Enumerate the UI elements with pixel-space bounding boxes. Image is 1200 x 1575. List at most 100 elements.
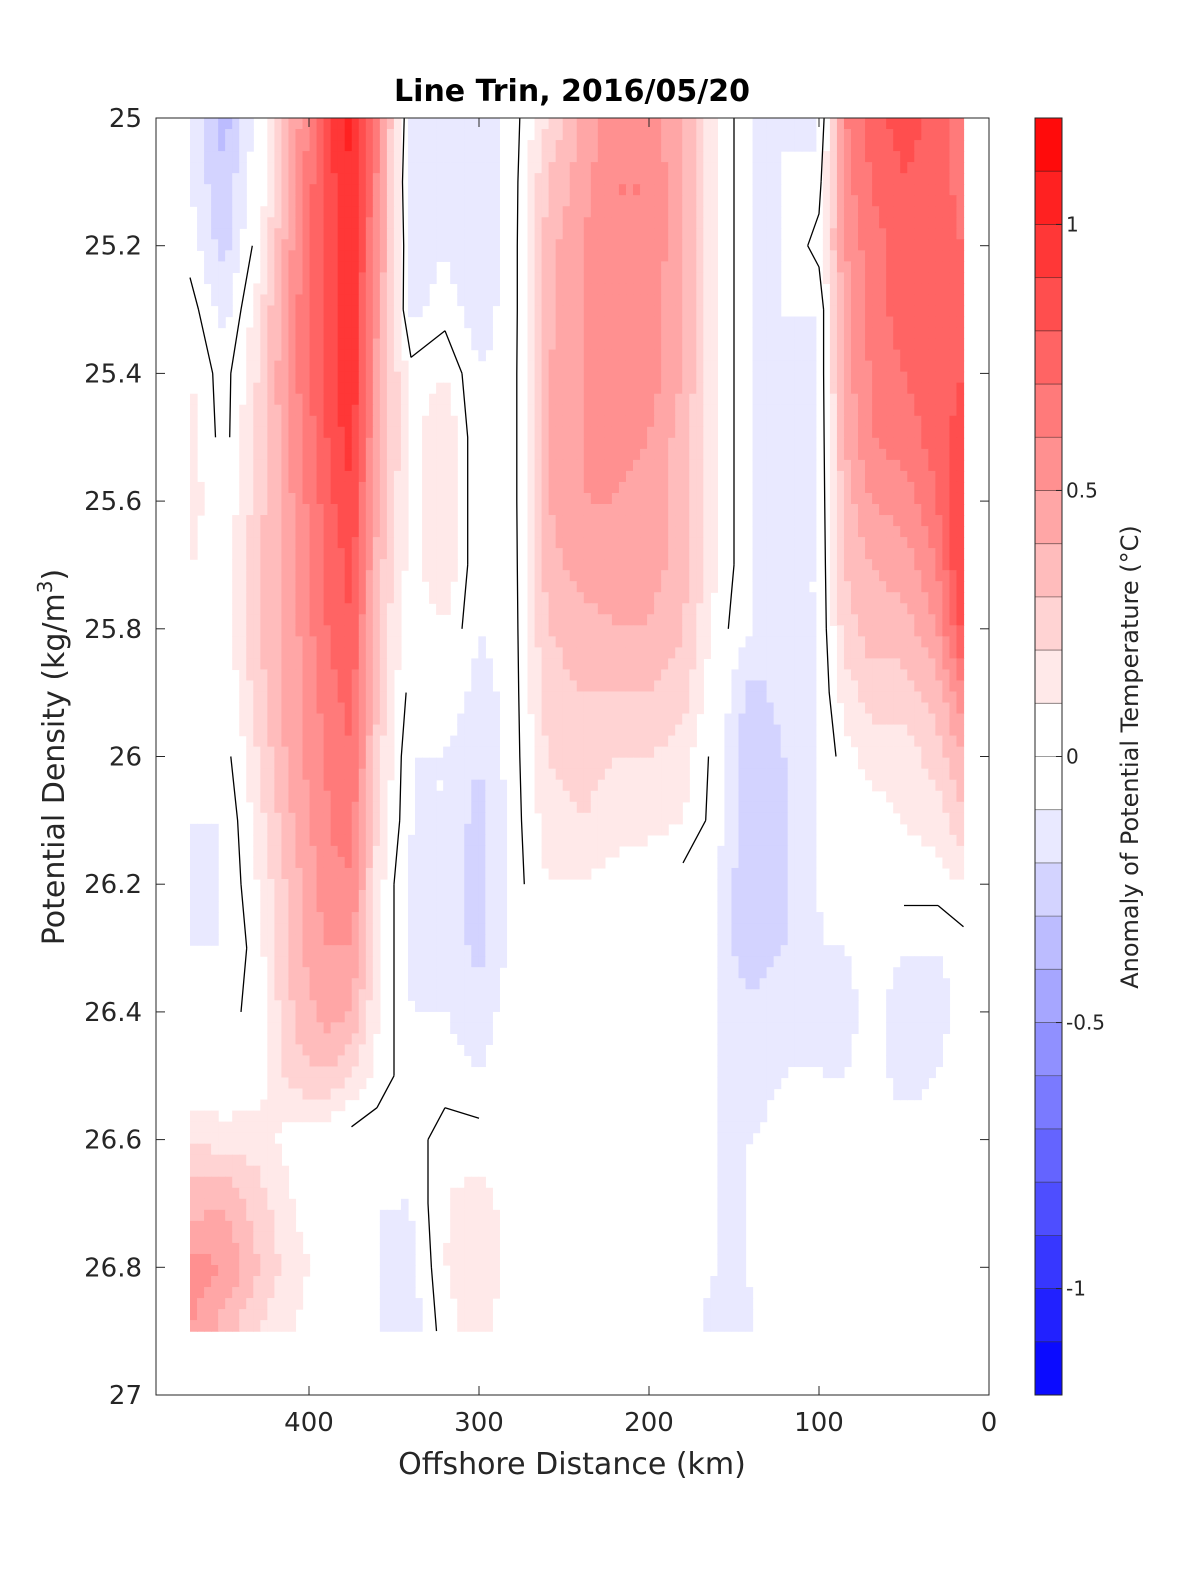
heatmap-cell: [260, 294, 268, 307]
heatmap-cell: [443, 504, 451, 516]
heatmap-cell: [534, 228, 543, 240]
heatmap-cell: [344, 371, 353, 384]
heatmap-cell: [274, 459, 283, 472]
heatmap-cell: [590, 437, 599, 450]
heatmap-cell: [914, 448, 922, 461]
heatmap-cell: [843, 129, 852, 141]
heatmap-cell: [211, 129, 219, 141]
heatmap-cell: [527, 338, 536, 351]
heatmap-cell: [316, 173, 325, 185]
heatmap-cell: [358, 713, 367, 726]
heatmap-cell: [696, 371, 704, 384]
heatmap-cell: [267, 360, 275, 373]
heatmap-cell: [843, 316, 852, 329]
heatmap-cell: [337, 371, 346, 384]
heatmap-cell: [274, 570, 283, 582]
heatmap-cell: [225, 195, 233, 207]
heatmap-cell: [618, 437, 627, 450]
heatmap-cell: [309, 261, 318, 273]
heatmap-cell: [295, 382, 304, 395]
heatmap-cell: [914, 118, 922, 130]
heatmap-cell: [808, 338, 817, 351]
heatmap-cell: [464, 184, 472, 196]
heatmap-cell: [386, 426, 395, 439]
heatmap-cell: [253, 757, 261, 770]
heatmap-cell: [204, 151, 212, 163]
heatmap-cell: [260, 239, 268, 251]
heatmap-cell: [675, 184, 683, 196]
heatmap-cell: [647, 250, 655, 262]
heatmap-cell: [407, 283, 416, 296]
heatmap-cell: [429, 504, 437, 516]
heatmap-cell: [400, 448, 409, 461]
heatmap-cell: [316, 647, 325, 659]
heatmap-cell: [443, 515, 451, 527]
heatmap-cell: [541, 272, 550, 285]
heatmap-cell: [569, 746, 578, 759]
heatmap-cell: [576, 592, 585, 604]
heatmap-cell: [604, 316, 613, 329]
heatmap-cell: [386, 470, 395, 483]
heatmap-cell: [611, 206, 620, 218]
heatmap-cell: [604, 691, 613, 704]
heatmap-cell: [661, 470, 669, 483]
heatmap-cell: [682, 140, 690, 152]
heatmap-cell: [942, 658, 951, 671]
heatmap-cell: [246, 415, 254, 428]
heatmap-cell: [604, 129, 613, 141]
heatmap-cell: [457, 272, 465, 285]
heatmap-cell: [907, 757, 915, 770]
heatmap-cell: [886, 173, 894, 185]
heatmap-cell: [675, 283, 683, 296]
heatmap-cell: [302, 625, 311, 637]
heatmap-cell: [386, 195, 395, 207]
heatmap-cell: [372, 327, 381, 340]
heatmap-cell: [654, 470, 662, 483]
heatmap-cell: [225, 272, 233, 285]
heatmap-cell: [794, 393, 803, 406]
heatmap-cell: [450, 250, 458, 262]
heatmap-cell: [281, 140, 290, 152]
heatmap-cell: [752, 537, 761, 549]
heatmap-cell: [344, 614, 353, 626]
heatmap-cell: [949, 669, 958, 682]
heatmap-cell: [316, 492, 325, 505]
heatmap-cell: [344, 735, 353, 748]
heatmap-cell: [865, 283, 873, 296]
heatmap-cell: [351, 316, 360, 329]
heatmap-cell: [400, 481, 409, 494]
heatmap-cell: [696, 272, 704, 285]
heatmap-cell: [562, 140, 571, 152]
heatmap-cell: [949, 173, 958, 185]
heatmap-cell: [281, 261, 290, 273]
heatmap-cell: [850, 592, 859, 604]
heatmap-cell: [218, 250, 226, 262]
heatmap-cell: [274, 272, 283, 285]
heatmap-cell: [232, 162, 240, 174]
heatmap-cell: [379, 735, 388, 748]
heatmap-cell: [689, 250, 697, 262]
heatmap-cell: [689, 581, 697, 593]
heatmap-cell: [668, 140, 676, 152]
heatmap-cell: [541, 636, 550, 648]
heatmap-cell: [436, 228, 444, 240]
heatmap-cell: [562, 581, 571, 593]
heatmap-cell: [633, 206, 641, 218]
heatmap-cell: [344, 724, 353, 737]
heatmap-cell: [288, 625, 297, 637]
heatmap-cell: [583, 382, 592, 395]
heatmap-cell: [190, 184, 198, 196]
heatmap-cell: [611, 316, 620, 329]
heatmap-cell: [316, 735, 325, 748]
heatmap-cell: [316, 360, 325, 373]
heatmap-cell: [640, 404, 648, 417]
heatmap-cell: [942, 492, 951, 505]
heatmap-cell: [731, 735, 740, 748]
heatmap-cell: [386, 658, 395, 671]
heatmap-cell: [534, 151, 543, 163]
heatmap-cell: [668, 448, 676, 461]
heatmap-cell: [309, 669, 318, 682]
heatmap-cell: [689, 548, 697, 560]
heatmap-cell: [246, 625, 254, 637]
heatmap-cell: [323, 349, 332, 362]
